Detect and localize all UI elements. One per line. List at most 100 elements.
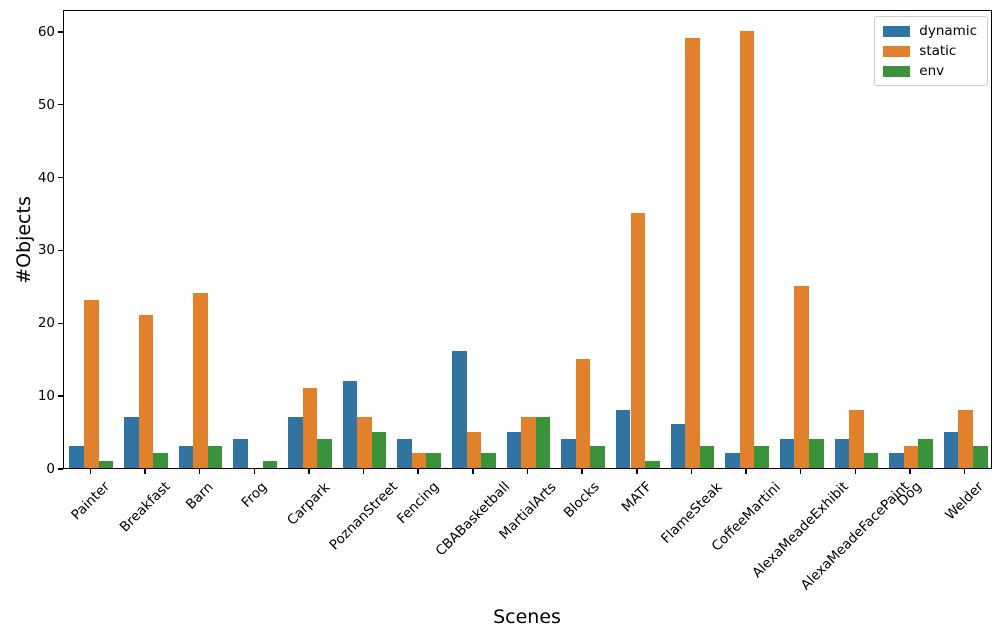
bar-env-AlexaMeadeFacePaint: [863, 453, 879, 468]
bar-env-CoffeeMartini: [754, 446, 769, 468]
bar-static-Breakfast: [138, 315, 154, 468]
bar-dynamic-AlexaMeadeExhibit: [779, 438, 795, 468]
bar-env-AlexaMeadeExhibit: [809, 438, 824, 468]
x-tick: [690, 469, 693, 474]
x-tick: [144, 469, 146, 474]
y-tick-label: 10: [37, 388, 55, 405]
bar-static-PoznanStreet: [357, 417, 372, 468]
y-tick-label: 40: [37, 169, 55, 186]
x-tick: [362, 469, 365, 474]
legend-item-dynamic: dynamic: [883, 24, 977, 38]
bar-static-CoffeeMartini: [739, 30, 755, 468]
bar-env-FlameSteak: [699, 446, 715, 468]
bar-dynamic-CoffeeMartini: [725, 453, 740, 468]
y-tick-label: 30: [37, 242, 55, 259]
x-tick: [909, 469, 911, 474]
x-tick: [963, 469, 966, 474]
legend-item-env: env: [883, 64, 977, 78]
legend-swatch-static: [883, 45, 911, 57]
y-tick: [58, 103, 63, 106]
legend-swatch-env: [883, 65, 911, 77]
plot-area: dynamic static env: [63, 10, 992, 469]
bar-static-Fencing: [411, 453, 427, 468]
x-tick: [636, 469, 638, 474]
x-tick-label-CBABasketball: CBABasketball: [432, 478, 514, 560]
x-tick: [417, 469, 419, 474]
y-tick: [58, 322, 63, 325]
x-tick-label-MATF: MATF: [618, 478, 656, 516]
x-tick: [526, 469, 529, 474]
legend-item-static: static: [883, 44, 977, 58]
bar-dynamic-Painter: [69, 446, 85, 468]
x-tick-label-Blocks: Blocks: [561, 478, 604, 522]
x-tick-label-Painter: Painter: [67, 478, 113, 524]
legend-label-dynamic: dynamic: [919, 23, 977, 39]
x-tick: [854, 469, 857, 474]
y-tick: [58, 31, 63, 33]
bar-static-CBABasketball: [466, 431, 482, 468]
y-tick: [58, 249, 63, 252]
bar-dynamic-CBABasketball: [451, 351, 467, 468]
x-axis-label: Scenes: [493, 606, 561, 628]
y-axis-label: #Objects: [13, 196, 35, 284]
x-tick: [799, 469, 802, 474]
bar-dynamic-Frog: [233, 438, 248, 468]
x-tick-label-Frog: Frog: [238, 478, 271, 511]
legend-swatch-dynamic: [883, 25, 911, 37]
bar-env-PoznanStreet: [371, 431, 387, 468]
bar-static-Barn: [193, 293, 208, 468]
bar-static-FlameSteak: [685, 38, 700, 468]
bar-static-Blocks: [575, 358, 591, 468]
x-tick-label-Carpark: Carpark: [284, 478, 334, 529]
legend: dynamic static env: [874, 16, 988, 86]
y-tick: [58, 176, 63, 179]
bar-static-AlexaMeadeFacePaint: [849, 409, 864, 468]
y-tick-label: 50: [37, 96, 55, 113]
bar-dynamic-FlameSteak: [670, 424, 686, 468]
bar-env-Frog: [262, 460, 278, 468]
bar-dynamic-Dog: [889, 453, 904, 468]
bar-static-Carpark: [302, 387, 318, 468]
bar-env-Breakfast: [153, 453, 168, 468]
x-tick: [308, 469, 310, 474]
x-tick-label-Breakfast: Breakfast: [116, 478, 174, 536]
y-tick-label: 60: [37, 23, 55, 40]
x-tick-label-PoznanStreet: PoznanStreet: [326, 478, 401, 554]
x-tick: [472, 469, 474, 474]
bar-env-CBABasketball: [481, 453, 496, 468]
legend-label-static: static: [919, 43, 957, 59]
bar-static-MATF: [630, 213, 646, 468]
bar-static-MartialArts: [521, 417, 536, 468]
bar-static-AlexaMeadeExhibit: [794, 285, 809, 468]
bar-env-Carpark: [317, 438, 332, 468]
bar-env-MATF: [645, 460, 660, 468]
bar-static-Welder: [958, 409, 973, 468]
bar-dynamic-Barn: [178, 446, 194, 468]
bar-dynamic-MATF: [615, 409, 631, 468]
bar-dynamic-Welder: [943, 431, 959, 468]
x-tick: [198, 469, 201, 474]
x-tick: [745, 469, 747, 474]
bar-env-Fencing: [426, 453, 442, 468]
bar-env-Welder: [972, 446, 988, 468]
x-tick: [89, 469, 92, 474]
bar-env-Blocks: [590, 446, 605, 468]
bar-env-Dog: [918, 438, 933, 468]
bar-dynamic-Fencing: [397, 438, 412, 468]
bar-static-Dog: [903, 446, 919, 468]
legend-label-env: env: [919, 63, 945, 79]
bar-static-Painter: [84, 300, 99, 468]
y-tick-label: 0: [46, 461, 55, 477]
x-tick-label-Barn: Barn: [182, 478, 217, 513]
x-tick-label-Fencing: Fencing: [394, 478, 443, 528]
bar-dynamic-PoznanStreet: [342, 380, 358, 468]
x-tick: [253, 469, 255, 474]
x-tick: [581, 469, 583, 474]
bar-dynamic-MartialArts: [506, 431, 522, 468]
bar-dynamic-Breakfast: [124, 417, 139, 468]
y-tick-label: 20: [37, 315, 55, 332]
y-tick: [58, 468, 63, 470]
bar-env-MartialArts: [535, 417, 551, 468]
bar-dynamic-Carpark: [288, 417, 303, 468]
